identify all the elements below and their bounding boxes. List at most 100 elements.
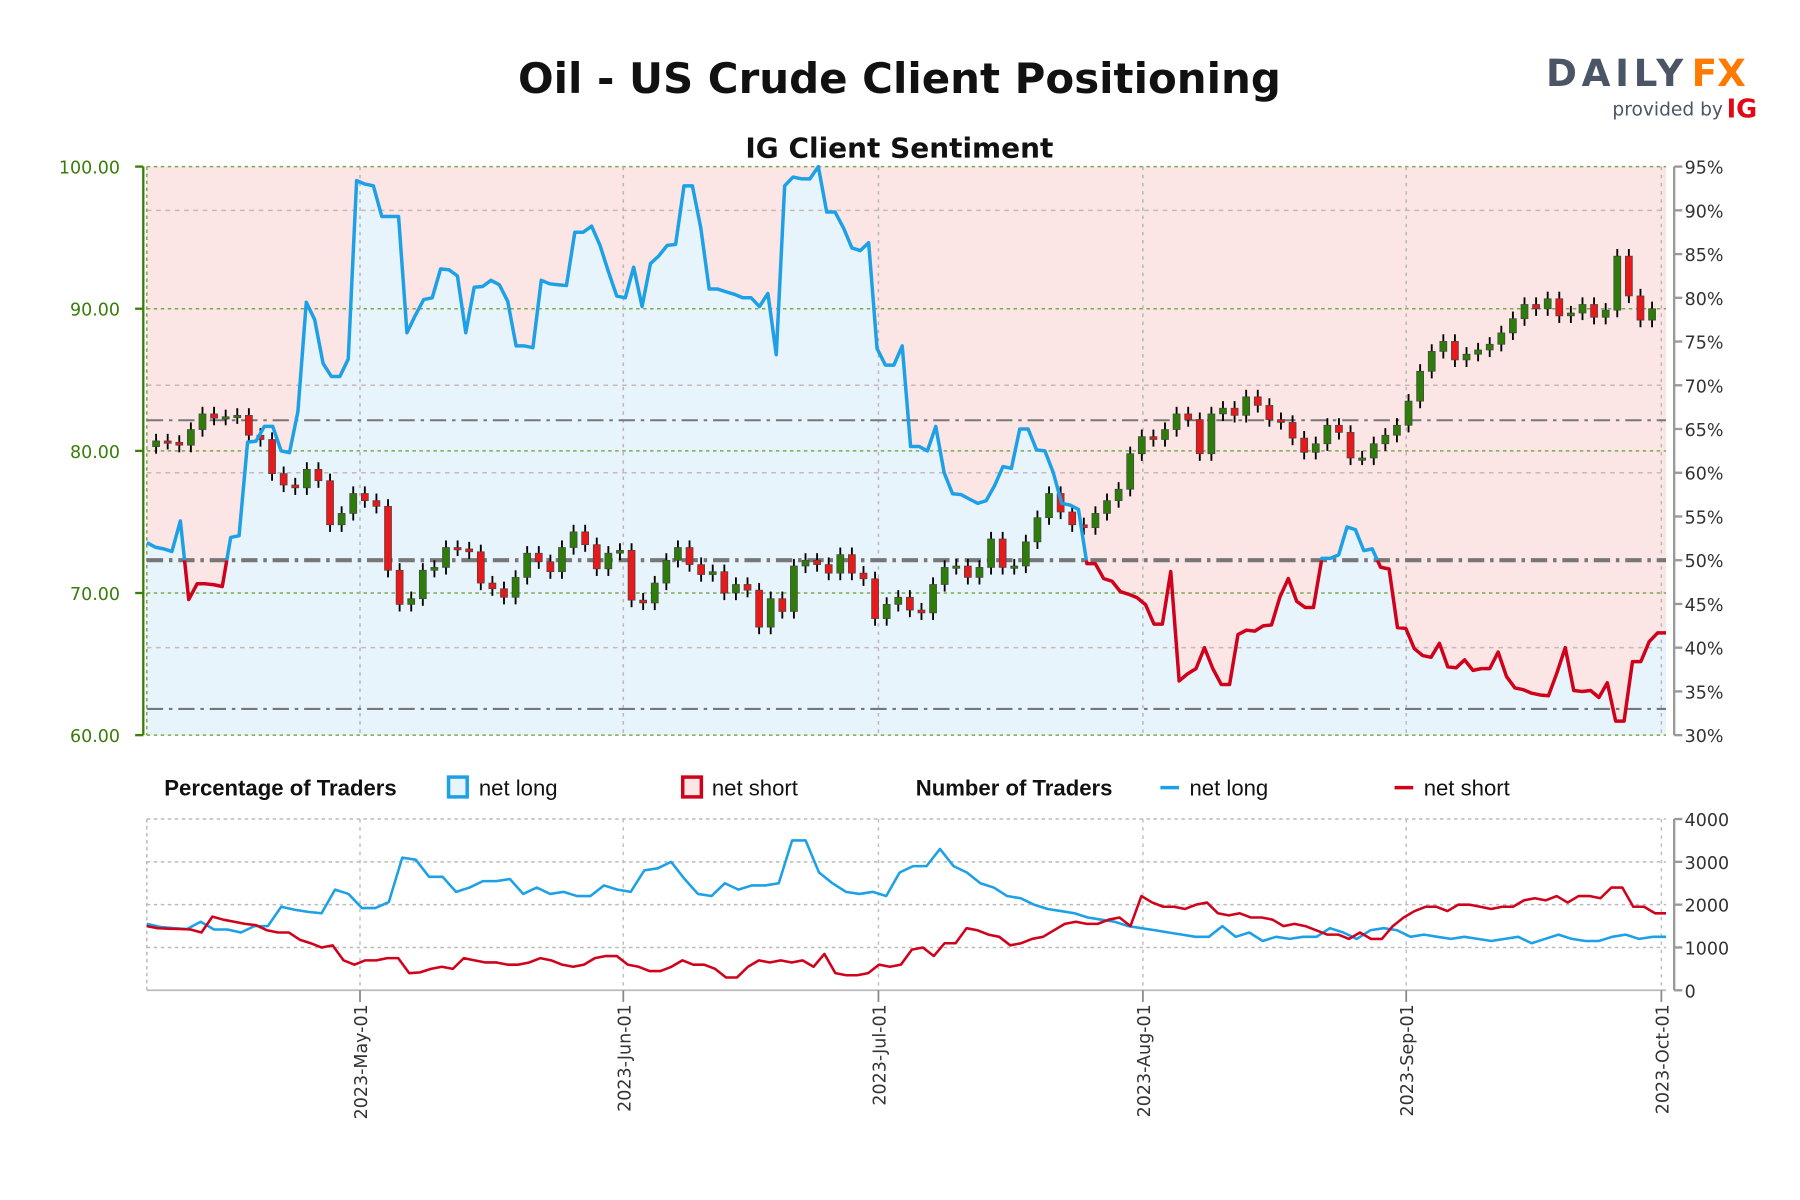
candle — [1416, 364, 1424, 409]
candle-body — [407, 598, 416, 605]
candle-body — [871, 578, 879, 619]
candle — [221, 409, 230, 426]
candle — [906, 590, 914, 618]
candle — [233, 408, 242, 424]
candle — [407, 591, 416, 612]
candle-body — [894, 596, 903, 605]
candle-body — [1393, 424, 1401, 436]
right-axis-label: 30% — [1685, 727, 1724, 747]
candle-body — [534, 552, 543, 563]
candle — [662, 553, 671, 591]
candle — [1520, 297, 1529, 326]
candle-body — [1601, 309, 1610, 318]
left-axis-label: 80.00 — [70, 443, 120, 463]
candle — [720, 564, 729, 601]
candle — [1462, 347, 1471, 368]
candle — [418, 563, 427, 606]
candle-body — [1288, 422, 1297, 439]
candle-body — [268, 439, 276, 474]
right-axis-label: 35% — [1685, 683, 1724, 703]
candle — [326, 473, 334, 532]
candle — [534, 546, 543, 569]
candle-body — [245, 414, 253, 436]
candle — [929, 577, 937, 621]
candle — [1532, 297, 1540, 316]
candle-body — [1497, 332, 1506, 345]
candle — [1311, 436, 1320, 460]
candle-body — [488, 582, 497, 590]
candle-body — [210, 413, 218, 419]
right-axis-label: 85% — [1685, 246, 1724, 266]
candle — [1137, 429, 1146, 461]
candle-body — [1045, 493, 1053, 519]
left-axis-label: 70.00 — [70, 585, 120, 605]
candle — [639, 593, 647, 611]
candle-body — [1335, 424, 1343, 433]
candle-body — [511, 577, 520, 598]
candle-body — [662, 559, 671, 584]
candle-body — [987, 538, 995, 568]
candle-body — [1253, 396, 1262, 406]
candle — [674, 540, 682, 568]
right-axis-label: 70% — [1685, 377, 1724, 397]
candle — [1335, 418, 1343, 440]
candle — [1172, 406, 1181, 437]
candle-body — [1021, 541, 1030, 567]
candle-body — [384, 505, 392, 571]
candle-body — [1323, 424, 1332, 445]
candle-body — [790, 565, 798, 612]
traders-axis-label: 2000 — [1685, 897, 1729, 917]
candle-body — [1648, 308, 1656, 321]
candle-body — [1242, 396, 1251, 416]
candle — [1068, 504, 1077, 532]
candle — [882, 597, 891, 626]
candle — [824, 557, 833, 581]
candle-body — [1033, 517, 1042, 543]
right-axis-label: 55% — [1685, 508, 1724, 528]
candle-body — [1277, 419, 1285, 423]
candle — [790, 558, 798, 619]
candle-body — [233, 414, 242, 419]
candle — [1207, 406, 1216, 461]
right-axis-label: 90% — [1685, 202, 1724, 222]
traders-axis-label: 1000 — [1685, 939, 1729, 959]
chart-subtitle: IG Client Sentiment — [745, 131, 1053, 164]
candle — [685, 540, 694, 572]
candle — [1369, 436, 1378, 466]
candle — [1613, 249, 1622, 318]
candle-body — [395, 569, 404, 605]
candle-body — [1532, 304, 1540, 310]
candle-body — [523, 552, 532, 578]
candle-body — [221, 416, 230, 420]
candle — [604, 546, 613, 576]
candle — [291, 477, 300, 495]
candle — [372, 493, 381, 514]
candle-body — [1172, 413, 1181, 430]
candle-body — [303, 469, 311, 489]
candle-body — [1068, 511, 1077, 526]
candle-body — [1346, 432, 1355, 459]
candle-body — [720, 571, 729, 594]
candle-body — [1416, 370, 1424, 402]
candle — [627, 543, 636, 608]
candle — [1021, 534, 1030, 574]
candle — [697, 557, 705, 582]
candle-body — [964, 565, 972, 578]
candle-body — [685, 547, 694, 565]
right-axis-label: 75% — [1685, 334, 1724, 354]
candle-body — [616, 550, 624, 554]
candle — [732, 577, 740, 601]
candle-body — [1613, 255, 1622, 311]
candle — [859, 566, 868, 586]
candle — [314, 462, 323, 488]
candle — [778, 591, 787, 619]
candle-body — [291, 484, 300, 489]
candle — [198, 406, 207, 437]
candle-body — [1219, 407, 1227, 415]
candle-body — [743, 584, 752, 591]
candle — [1578, 297, 1587, 321]
candle-body — [198, 413, 207, 430]
candle-body — [1427, 351, 1436, 372]
candle — [592, 537, 601, 576]
candle-body — [940, 567, 949, 585]
